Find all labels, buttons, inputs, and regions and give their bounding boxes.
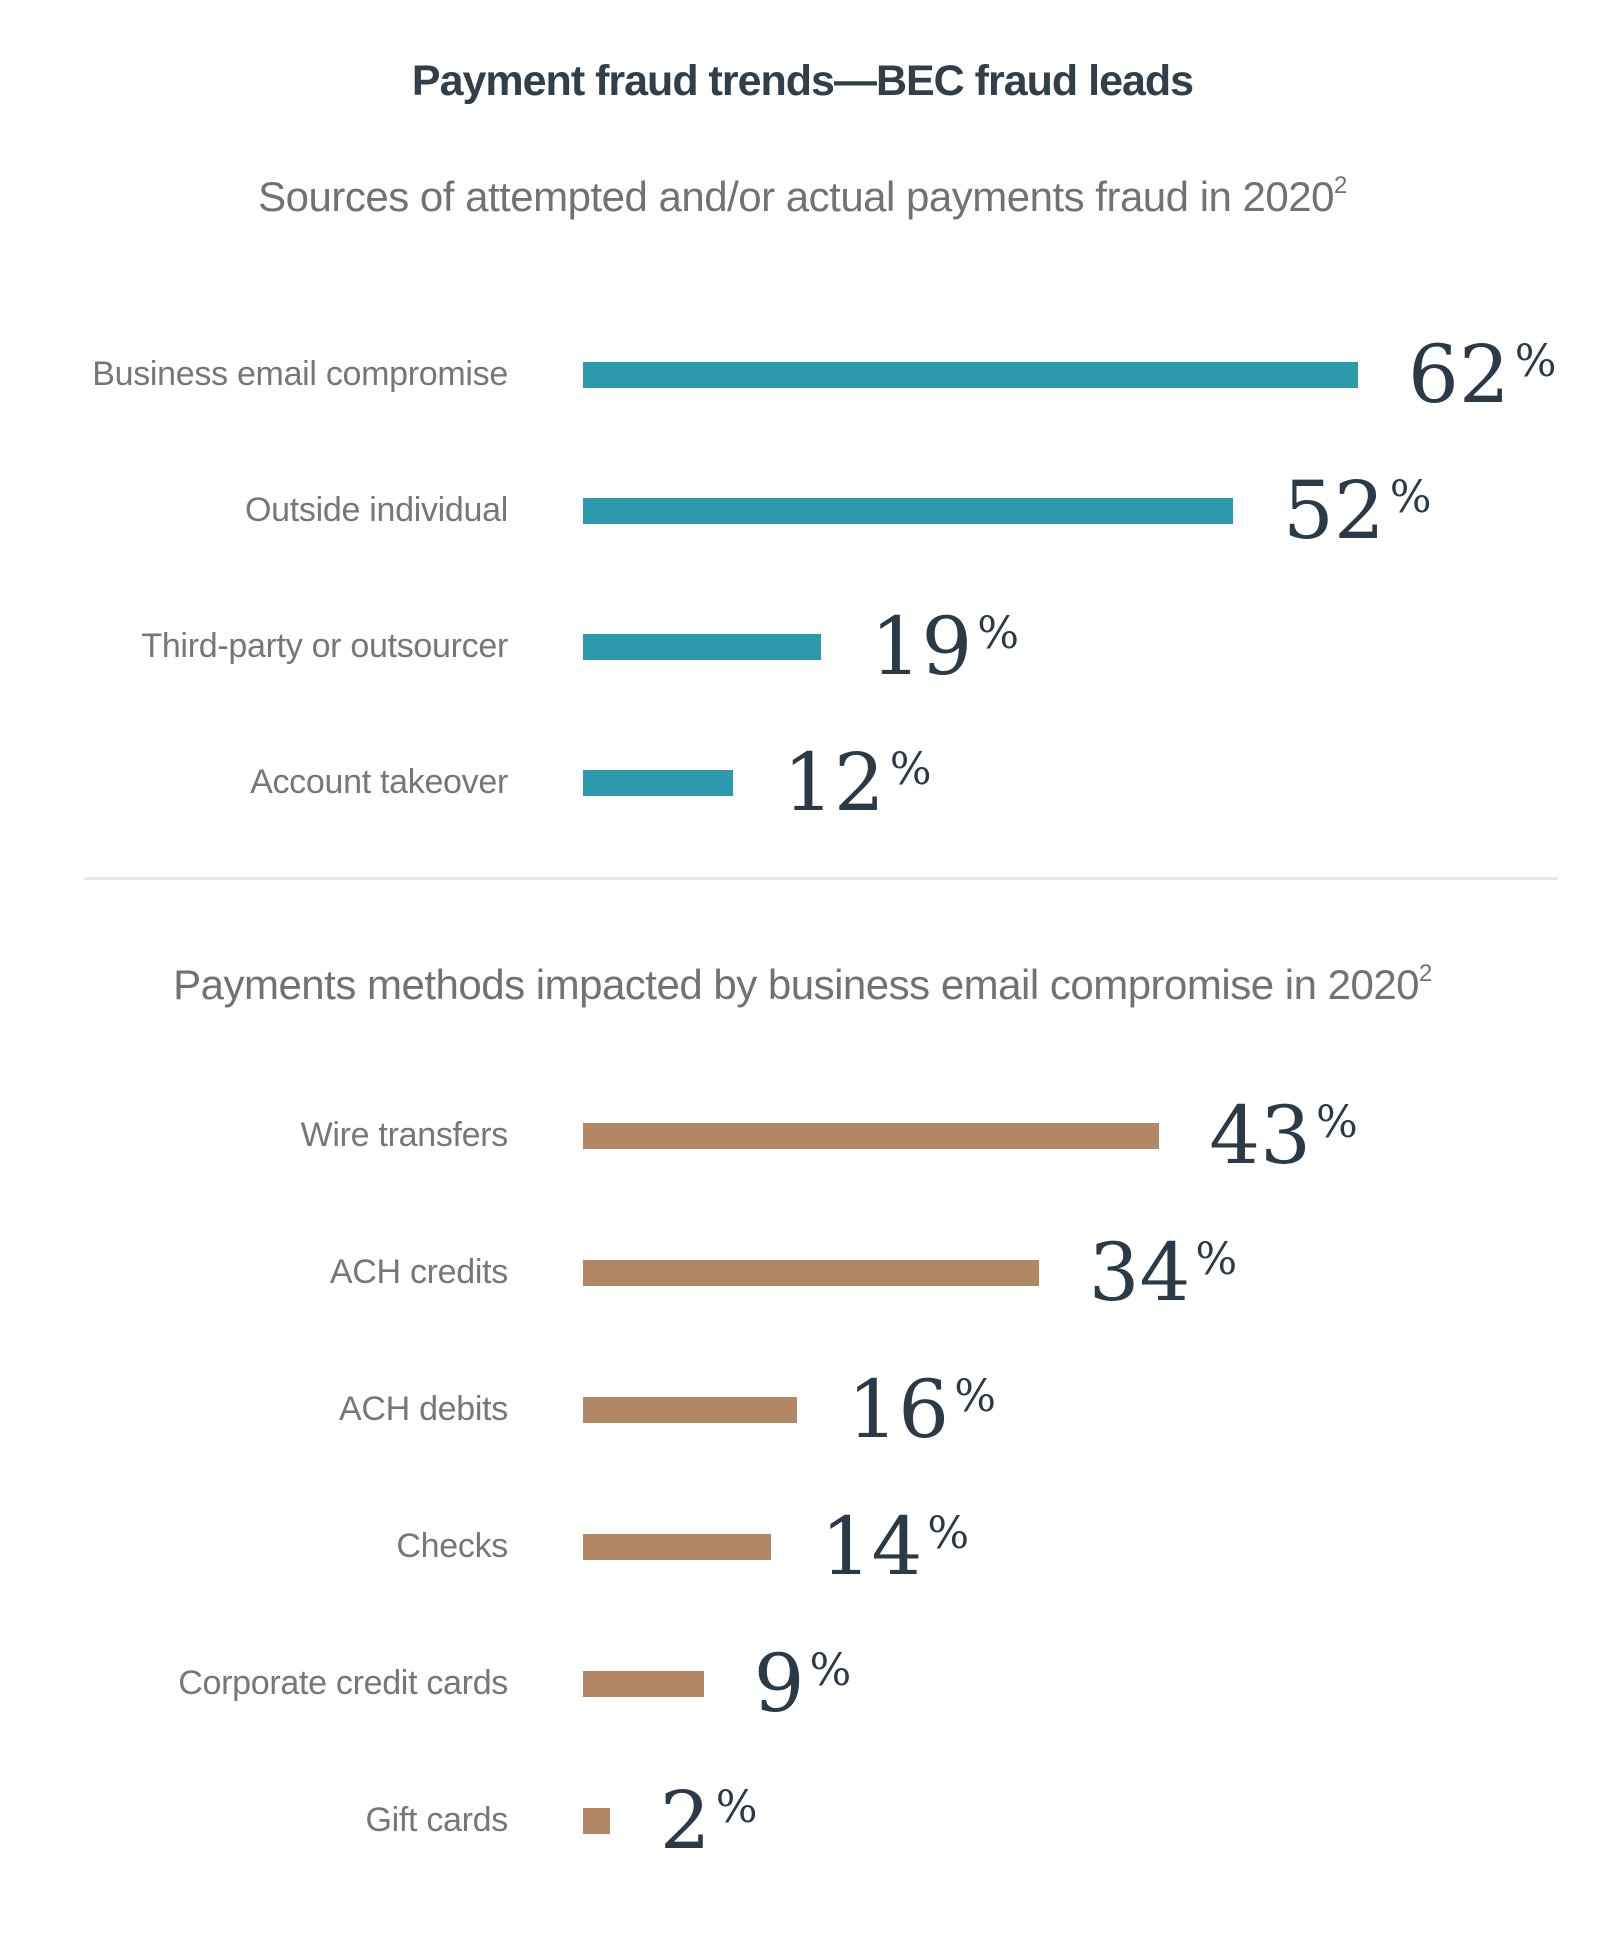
footnote-marker: 2 [1334, 171, 1347, 199]
value-number: 34 [1088, 1225, 1191, 1319]
subtitle-text: Payments methods impacted by business em… [173, 960, 1420, 1008]
percent-sign: % [1195, 1233, 1238, 1285]
row-label: ACH debits [339, 1390, 508, 1429]
bar [583, 1396, 798, 1423]
percent-sign: % [954, 1370, 996, 1422]
bar-value: 9% [754, 1643, 852, 1724]
row-label: Corporate credit cards [178, 1664, 508, 1703]
percent-sign: % [889, 743, 932, 795]
bar-value: 14% [821, 1506, 970, 1587]
bar-value: 62% [1408, 334, 1557, 415]
fraud-sources-bars: Business email compromise 62% Outside in… [0, 307, 1605, 851]
bar-value: 2% [660, 1780, 758, 1861]
value-number: 19 [870, 599, 973, 693]
row-label: Gift cards [365, 1801, 509, 1840]
row-label: Business email compromise [92, 355, 508, 394]
impacted-methods-bars: Wire transfers 43% ACH credits 34% ACH d… [0, 1067, 1605, 1889]
bar [583, 769, 733, 796]
bar-row: Gift cards 2% [0, 1752, 1605, 1889]
chart-impacted-methods-subtitle: Payments methods impacted by business em… [0, 960, 1605, 1010]
value-number: 62 [1408, 327, 1510, 421]
bar-value: 52% [1283, 470, 1432, 551]
bar [583, 1807, 610, 1834]
section-divider [84, 876, 1558, 880]
bar [583, 1533, 771, 1560]
value-number: 43 [1209, 1088, 1311, 1182]
bar [583, 633, 821, 660]
bar-row: Corporate credit cards 9% [0, 1615, 1605, 1752]
percent-sign: % [927, 1507, 970, 1559]
subtitle-text: Sources of attempted and/or actual payme… [258, 172, 1334, 220]
chart-impacted-methods: Payments methods impacted by business em… [0, 960, 1605, 1889]
bar [583, 361, 1358, 388]
chart-fraud-sources: Sources of attempted and/or actual payme… [0, 172, 1605, 851]
bar-value: 43% [1209, 1095, 1358, 1176]
value-number: 12 [783, 735, 885, 829]
percent-sign: % [977, 607, 1020, 659]
value-number: 2 [659, 1773, 711, 1867]
row-label: Checks [396, 1527, 508, 1566]
row-label: Outside individual [245, 491, 508, 530]
bar-value: 12% [783, 742, 932, 823]
bar-row: Third-party or outsourcer 19% [0, 579, 1605, 715]
bar-row: Checks 14% [0, 1478, 1605, 1615]
bar-row: Business email compromise 62% [0, 307, 1605, 443]
bar-value: 16% [847, 1369, 996, 1450]
bar [583, 497, 1233, 524]
bar-row: Account takeover 12% [0, 715, 1605, 851]
page-title: Payment fraud trends—BEC fraud leads [411, 57, 1194, 105]
row-label: Third-party or outsourcer [141, 627, 508, 666]
row-label: ACH credits [329, 1253, 508, 1292]
bar-row: Outside individual 52% [0, 443, 1605, 579]
percent-sign: % [1315, 1096, 1358, 1148]
bar [583, 1259, 1039, 1286]
bar-value: 34% [1089, 1232, 1238, 1313]
footnote-marker: 2 [1419, 959, 1432, 987]
bar-row: ACH credits 34% [0, 1204, 1605, 1341]
value-number: 9 [753, 1636, 805, 1730]
percent-sign: % [1389, 471, 1432, 523]
bar [583, 1122, 1160, 1149]
value-number: 52 [1283, 463, 1385, 557]
percent-sign: % [809, 1644, 852, 1696]
row-label: Wire transfers [300, 1116, 509, 1155]
bar-row: Wire transfers 43% [0, 1067, 1605, 1204]
value-number: 14 [820, 1499, 923, 1593]
row-label: Account takeover [250, 763, 508, 802]
bar [583, 1670, 704, 1697]
chart-fraud-sources-subtitle: Sources of attempted and/or actual payme… [0, 172, 1605, 222]
bar-value: 19% [871, 606, 1020, 687]
value-number: 16 [847, 1362, 950, 1456]
percent-sign: % [715, 1781, 758, 1833]
percent-sign: % [1514, 335, 1557, 387]
bar-row: ACH debits 16% [0, 1341, 1605, 1478]
